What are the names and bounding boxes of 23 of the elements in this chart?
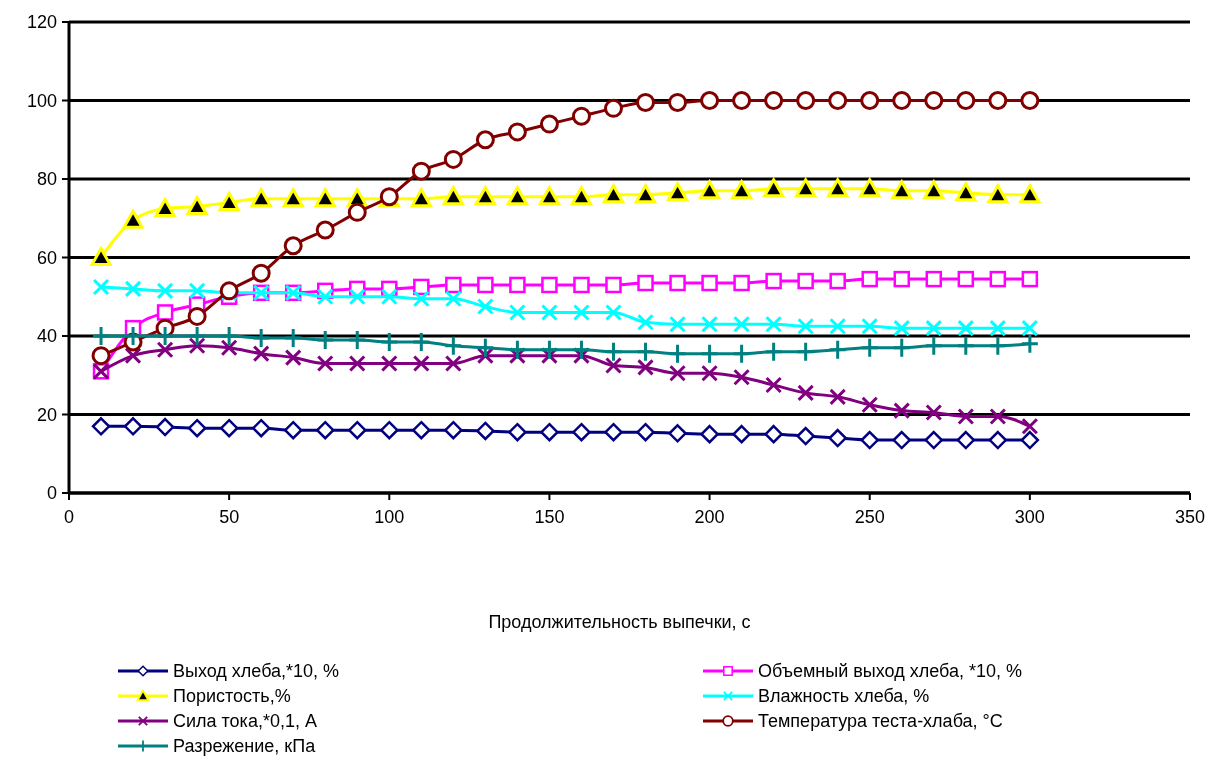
x-axis-title: Продолжительность выпечки, с <box>488 612 751 632</box>
x-tick-label: 50 <box>219 507 240 527</box>
legend-label: Объемный выход хлеба, *10, % <box>758 661 1022 682</box>
legend-label: Влажность хлеба, % <box>758 686 930 707</box>
legend-label: Выход хлеба,*10, % <box>173 661 340 682</box>
y-tick-label: 120 <box>26 12 57 33</box>
legend-label: Сила тока,*0,1, А <box>173 711 317 732</box>
legend-label: Температура теста-хлаба, °С <box>758 711 1003 732</box>
x-tick-label: 150 <box>534 507 565 527</box>
y-tick-label: 40 <box>36 326 57 347</box>
legend-label: Пористость,% <box>173 686 291 707</box>
x-tick-label: 250 <box>854 507 885 527</box>
y-tick-label: 100 <box>26 90 57 111</box>
y-tick-label: 20 <box>36 404 57 425</box>
x-tick-label: 350 <box>1174 507 1206 527</box>
x-tick-label: 200 <box>694 507 725 527</box>
x-tick-label: 0 <box>63 507 75 527</box>
y-tick-label: 80 <box>36 169 57 190</box>
y-tick-label: 60 <box>36 247 57 268</box>
x-tick-label: 300 <box>1014 507 1045 527</box>
legend-label: Разрежение, кПа <box>173 736 317 757</box>
x-tick-label: 100 <box>374 507 405 527</box>
y-tick-label: 0 <box>46 483 57 504</box>
